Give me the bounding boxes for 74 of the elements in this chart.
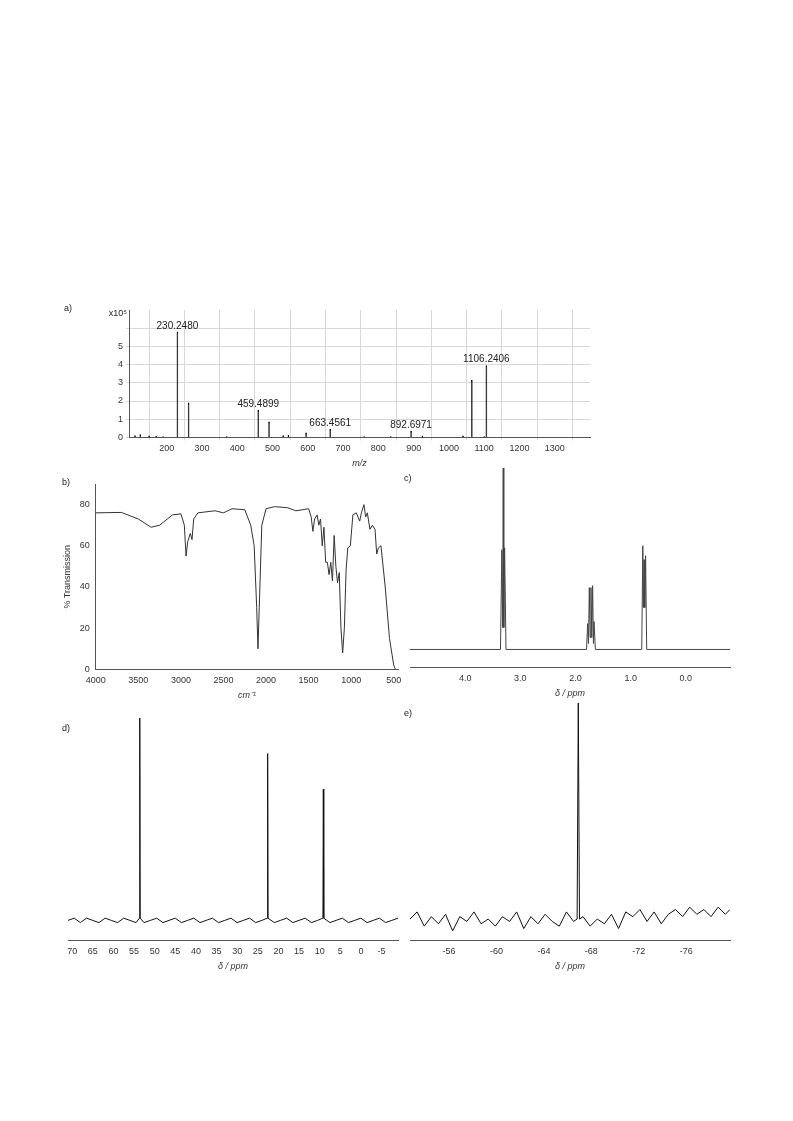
x-tick-label: 15 — [293, 946, 305, 957]
x-tick-label: 40 — [190, 946, 201, 957]
x-tick-label: -72 — [632, 946, 646, 957]
x-tick-label: 1300 — [544, 443, 565, 454]
x-tick-label: 1000 — [341, 675, 362, 686]
x-tick-label: 20 — [273, 946, 284, 957]
x-tick-label: 400 — [229, 443, 245, 454]
x-tick-label: 10 — [314, 946, 325, 957]
text: d) — [62, 722, 71, 733]
x-tick-label: 900 — [406, 443, 422, 454]
x-tick-label: 65 — [87, 946, 98, 957]
x-tick-label: 45 — [170, 946, 181, 957]
x-tick-label: -68 — [584, 946, 598, 957]
y-tick-label: 80 — [79, 499, 90, 510]
x-tick-label: 3000 — [170, 675, 191, 686]
x-tick-label: 30 — [232, 946, 243, 957]
x-tick-label: 300 — [194, 443, 210, 454]
y-tick-label: 1 — [117, 413, 124, 424]
x-tick-label: 500 — [386, 675, 402, 686]
x-axis-title: δ / ppm — [554, 688, 586, 699]
x-tick-label: 2000 — [256, 675, 277, 686]
x-tick-label: -56 — [442, 946, 456, 957]
text: e) — [404, 707, 413, 718]
x-tick-label: 70 — [67, 946, 78, 957]
x-tick-label: 5 — [337, 946, 343, 957]
y-tick-label: 60 — [79, 540, 90, 551]
x-tick-label: 500 — [265, 443, 281, 454]
x-tick-label: 1500 — [298, 675, 319, 686]
x-tick-label: 35 — [211, 946, 222, 957]
y-tick-label: 0 — [117, 431, 124, 442]
x-tick-label: 600 — [300, 443, 316, 454]
y-axis-title: x10⁵ — [108, 307, 128, 318]
y-axis-title: % Transmission — [61, 544, 72, 609]
x-axis-title: m/z — [352, 458, 368, 469]
x-axis-title: δ / ppm — [217, 961, 249, 972]
x-tick-label: 55 — [128, 946, 140, 957]
annotation: 459.4899 — [237, 397, 280, 409]
annotation: 1106.2406 — [463, 353, 511, 365]
annotation: 663.4561 — [309, 416, 352, 428]
y-tick-label: 0 — [84, 663, 90, 674]
x-tick-label: 4000 — [85, 675, 106, 686]
x-tick-label: 2500 — [213, 675, 234, 686]
annotation: 892.6971 — [390, 418, 433, 430]
x-tick-label: 0 — [358, 946, 364, 957]
x-tick-label: 1100 — [474, 443, 494, 454]
y-tick-label: 5 — [117, 340, 124, 351]
x-tick-label: -76 — [679, 946, 693, 957]
text: c) — [404, 472, 412, 483]
x-tick-label: 2.0 — [569, 673, 582, 684]
x-tick-label: 50 — [149, 946, 160, 957]
y-tick-label: 40 — [79, 581, 90, 592]
y-tick-label: 20 — [79, 622, 90, 633]
chart-title: a) — [64, 302, 73, 313]
y-tick-label: 2 — [117, 395, 124, 406]
x-tick-label: 800 — [370, 443, 386, 454]
x-tick-label: 1200 — [509, 443, 530, 454]
x-tick-label: 0.0 — [679, 673, 693, 684]
x-axis-title: cm⁻¹ — [237, 690, 256, 701]
x-tick-label: 3.0 — [514, 673, 527, 684]
x-tick-label: -64 — [537, 946, 551, 957]
x-tick-label: 700 — [335, 443, 351, 454]
x-tick-label: 25 — [252, 946, 263, 957]
annotation: 230.2480 — [156, 319, 199, 331]
chart-title: b) — [62, 476, 71, 487]
x-tick-label: 3500 — [128, 675, 149, 686]
x-tick-label: -60 — [490, 946, 504, 957]
x-tick-label: 1.0 — [624, 673, 637, 684]
y-tick-label: 3 — [117, 377, 124, 388]
x-tick-label: 1000 — [438, 443, 459, 454]
x-tick-label: 200 — [159, 443, 175, 454]
x-tick-label: -5 — [377, 946, 386, 957]
x-axis-title: δ / ppm — [554, 961, 586, 972]
y-tick-label: 4 — [117, 359, 124, 370]
x-tick-label: 4.0 — [458, 673, 472, 684]
